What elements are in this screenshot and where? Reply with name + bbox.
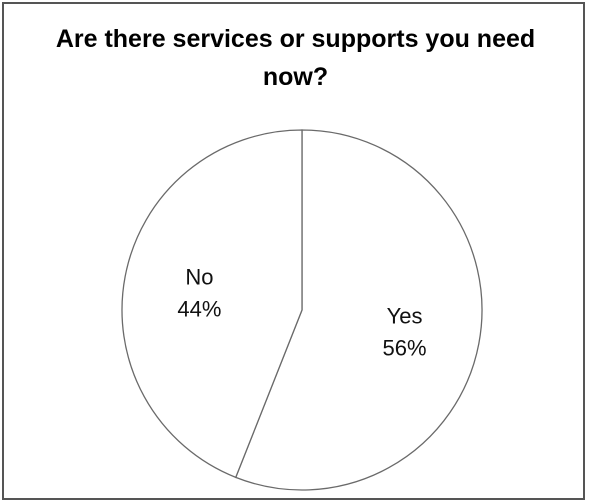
pie-slices xyxy=(121,129,483,491)
pie-label-yes: Yes 56% xyxy=(383,304,427,361)
chart-title: Are there services or supports you need … xyxy=(4,20,587,96)
pie-label-no: No 44% xyxy=(177,264,221,321)
chart-title-line-1: Are there services or supports you need xyxy=(55,25,536,53)
pie-labels: Yes 56% No 44% xyxy=(177,264,426,360)
chart-title-line-2: now? xyxy=(262,63,329,91)
pie-slice-no xyxy=(121,129,303,479)
pie-slice-yes xyxy=(234,129,483,491)
